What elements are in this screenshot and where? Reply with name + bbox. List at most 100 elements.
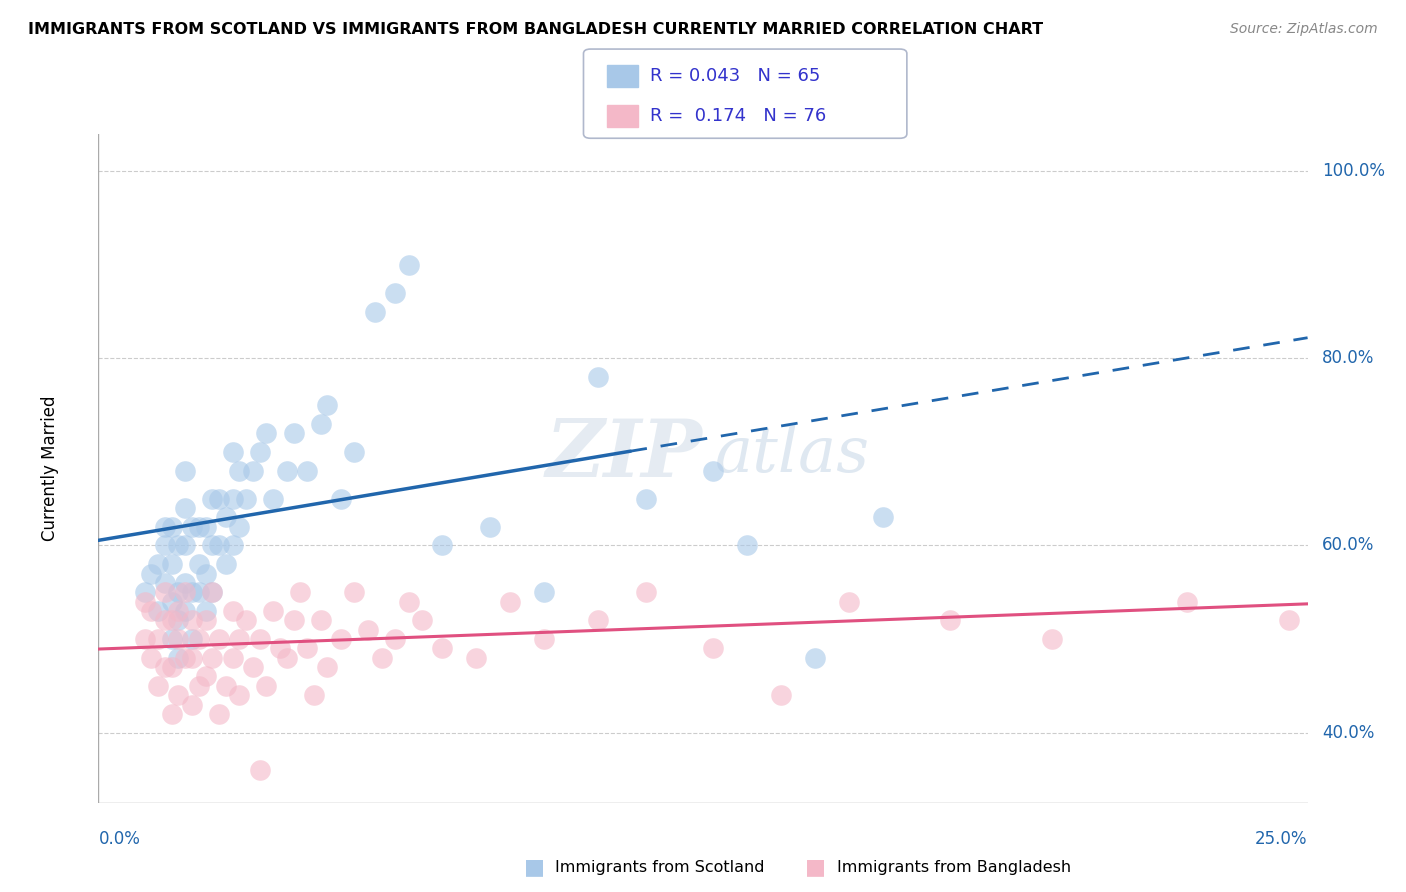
Point xyxy=(127,650,149,665)
Point xyxy=(498,464,520,478)
Point xyxy=(107,575,129,590)
Text: Immigrants from Scotland: Immigrants from Scotland xyxy=(555,860,765,874)
Point xyxy=(339,520,361,534)
Point xyxy=(262,650,284,665)
Point xyxy=(329,650,352,665)
Text: ■: ■ xyxy=(524,857,544,877)
Point xyxy=(107,539,129,553)
Point xyxy=(256,304,278,318)
Point xyxy=(218,613,240,627)
Point xyxy=(160,688,183,702)
Point xyxy=(131,558,153,572)
Point xyxy=(271,285,294,300)
Point xyxy=(121,575,143,590)
Text: R =  0.174   N = 76: R = 0.174 N = 76 xyxy=(650,107,825,125)
Point xyxy=(179,679,201,693)
Point xyxy=(740,632,762,646)
Point xyxy=(305,641,328,656)
Point xyxy=(117,585,139,599)
Point xyxy=(121,501,143,516)
Point xyxy=(111,558,134,572)
Point xyxy=(111,613,134,627)
Point xyxy=(450,585,472,599)
Point xyxy=(150,679,173,693)
Point xyxy=(271,632,294,646)
Point xyxy=(135,566,157,581)
Text: 25.0%: 25.0% xyxy=(1256,830,1308,847)
Point xyxy=(174,632,197,646)
Point xyxy=(377,585,399,599)
Point xyxy=(837,594,859,608)
Point xyxy=(174,763,197,777)
Point xyxy=(281,594,304,608)
Point xyxy=(141,491,163,506)
Point xyxy=(305,539,328,553)
Point xyxy=(135,520,157,534)
Point xyxy=(208,641,231,656)
Point xyxy=(222,660,245,674)
Point xyxy=(155,491,177,506)
Point xyxy=(208,464,231,478)
Point xyxy=(184,491,207,506)
Point xyxy=(91,585,114,599)
Point xyxy=(101,604,124,618)
Point xyxy=(141,539,163,553)
Point xyxy=(97,604,120,618)
Point xyxy=(101,679,124,693)
Point xyxy=(155,650,177,665)
Point xyxy=(91,594,114,608)
Point xyxy=(145,632,167,646)
Point xyxy=(242,445,264,459)
Point xyxy=(169,464,191,478)
Text: 80.0%: 80.0% xyxy=(1322,350,1375,368)
Point xyxy=(218,417,240,431)
Point xyxy=(131,632,153,646)
Point xyxy=(121,585,143,599)
Text: R = 0.043   N = 65: R = 0.043 N = 65 xyxy=(650,67,820,85)
Point xyxy=(97,650,120,665)
Point xyxy=(547,688,569,702)
Point xyxy=(135,604,157,618)
Text: Currently Married: Currently Married xyxy=(41,395,59,541)
Point xyxy=(571,650,593,665)
Text: 60.0%: 60.0% xyxy=(1322,536,1375,555)
Point xyxy=(101,632,124,646)
Point xyxy=(127,698,149,712)
Point xyxy=(117,650,139,665)
Point xyxy=(184,604,207,618)
Text: ZIP: ZIP xyxy=(546,417,703,493)
Point xyxy=(1054,623,1077,637)
Point xyxy=(131,585,153,599)
Point xyxy=(117,613,139,627)
Point xyxy=(242,585,264,599)
Point xyxy=(212,688,235,702)
Point xyxy=(141,585,163,599)
Point xyxy=(131,679,153,693)
Point xyxy=(252,623,274,637)
Point xyxy=(111,520,134,534)
Text: 100.0%: 100.0% xyxy=(1322,162,1385,180)
Point xyxy=(145,491,167,506)
Point xyxy=(232,632,254,646)
Point xyxy=(281,258,304,272)
Point xyxy=(121,464,143,478)
Point xyxy=(160,632,183,646)
Point xyxy=(1286,641,1309,656)
Point xyxy=(377,632,399,646)
Point xyxy=(353,594,375,608)
Point xyxy=(91,632,114,646)
Point xyxy=(111,632,134,646)
Point xyxy=(141,585,163,599)
Text: Immigrants from Bangladesh: Immigrants from Bangladesh xyxy=(837,860,1071,874)
Point xyxy=(141,650,163,665)
Point xyxy=(111,594,134,608)
Point xyxy=(188,641,211,656)
Point xyxy=(165,491,187,506)
Point xyxy=(179,426,201,441)
Point xyxy=(107,585,129,599)
Point xyxy=(150,558,173,572)
Text: ■: ■ xyxy=(806,857,825,877)
Point xyxy=(127,585,149,599)
Point xyxy=(117,539,139,553)
Point xyxy=(107,613,129,627)
